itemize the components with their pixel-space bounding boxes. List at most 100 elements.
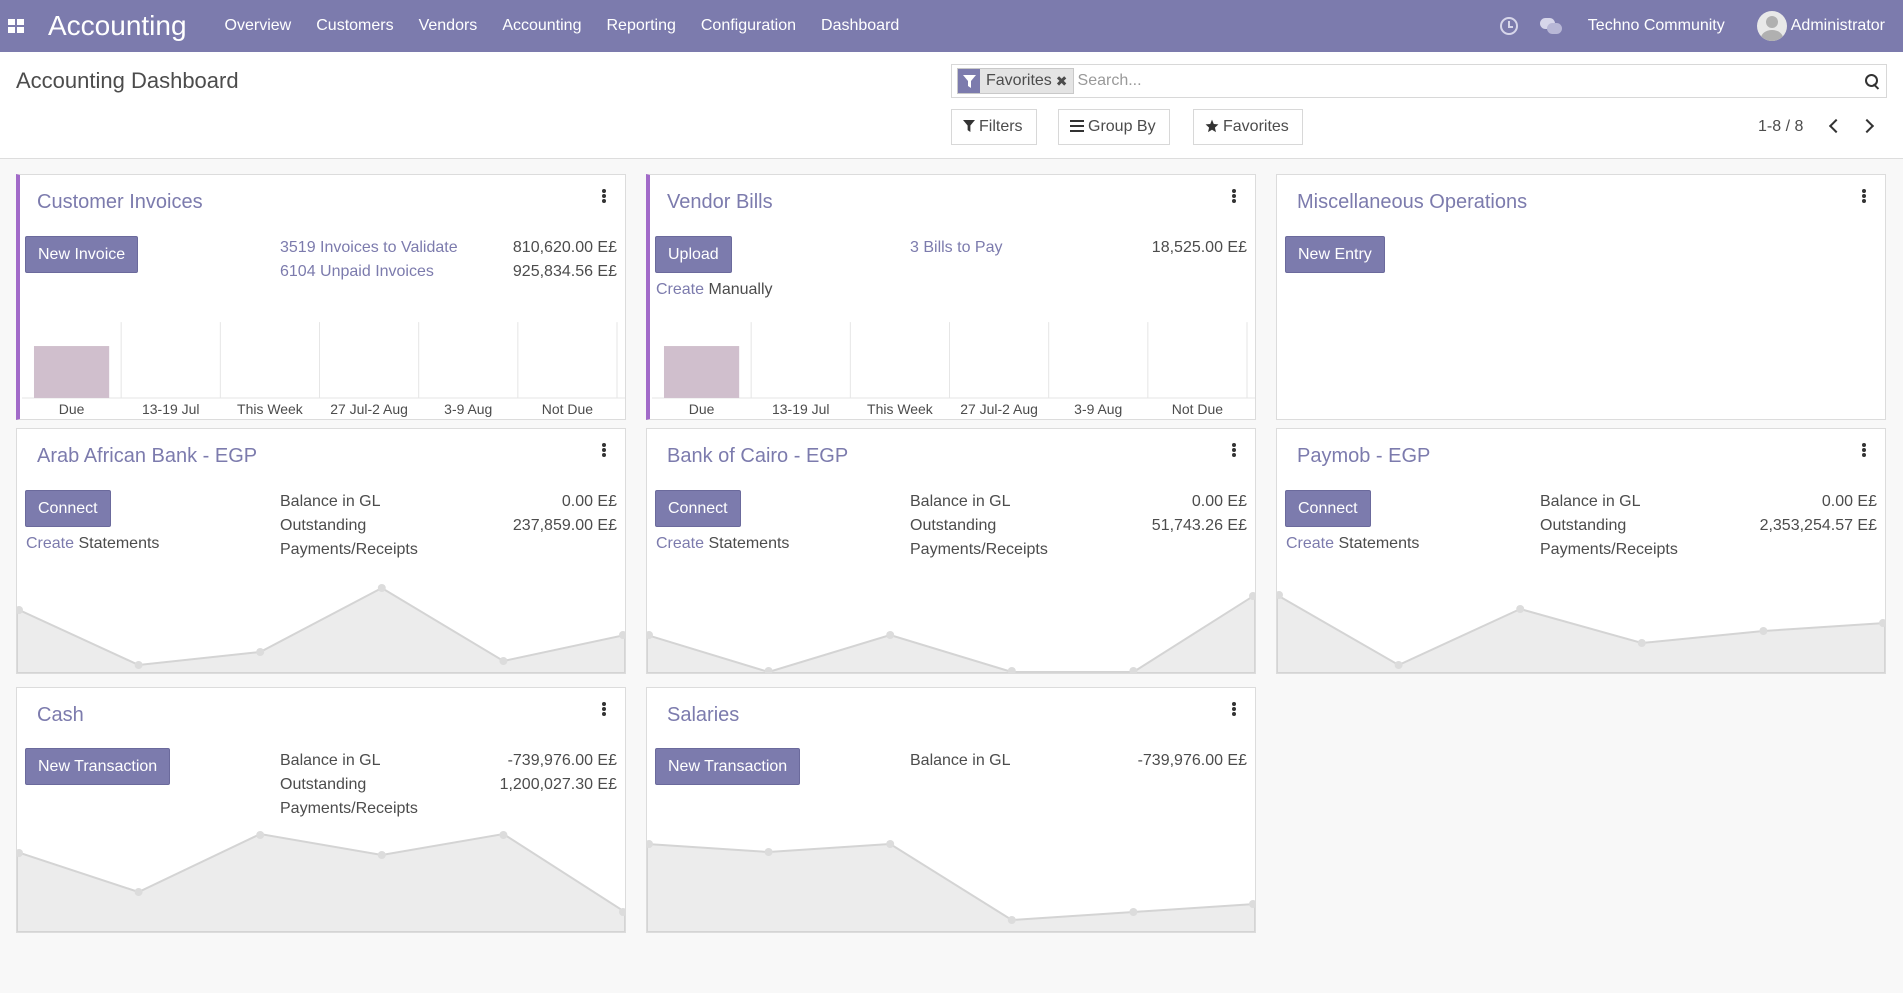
menu-item-customers[interactable]: Customers [316, 17, 394, 34]
create-link[interactable]: Create [656, 535, 705, 552]
chart-bar [33, 346, 110, 398]
balance-line-graph[interactable] [17, 573, 625, 673]
balance-value: 0.00 E£ [561, 493, 617, 510]
outstanding-value: 1,200,027.30 E£ [499, 776, 617, 793]
card-title[interactable]: Salaries [667, 704, 740, 726]
card-options-icon[interactable] [1232, 702, 1236, 716]
balance-label: Balance in GL [910, 493, 1011, 510]
misc-operations-card: Miscellaneous Operations New Entry [1276, 174, 1886, 420]
balance-line-graph[interactable] [647, 830, 1255, 932]
create-link[interactable]: Create [1286, 535, 1335, 552]
aged-invoices-bar-chart[interactable]: Due 13-19 Jul This Week 27 Jul-2 Aug 3-9 Aug… [20, 322, 625, 420]
outstanding-value: 51,743.26 E£ [1151, 517, 1247, 534]
menu-item-vendors[interactable]: Vendors [418, 17, 478, 34]
paymob-card: Paymob - EGP Connect Create Statements B… [1276, 428, 1886, 674]
card-options-icon[interactable] [1862, 189, 1866, 203]
statements-text: Statements [78, 535, 160, 552]
card-title[interactable]: Customer Invoices [37, 191, 203, 213]
favorites-button-label: Favorites [1223, 118, 1289, 135]
user-menu[interactable]: Administrator [1790, 17, 1885, 34]
new-transaction-button[interactable]: New Transaction [655, 748, 801, 785]
chat-icon[interactable] [1539, 18, 1562, 34]
card-options-icon[interactable] [1232, 443, 1236, 457]
card-title[interactable]: Miscellaneous Operations [1297, 191, 1528, 213]
new-invoice-button[interactable]: New Invoice [25, 236, 139, 273]
card-options-icon[interactable] [602, 189, 606, 203]
group-by-button[interactable]: Group By [1058, 109, 1170, 145]
bank-of-cairo-card: Bank of Cairo - EGP Connect Create State… [646, 428, 1256, 674]
card-title[interactable]: Bank of Cairo - EGP [667, 445, 849, 467]
outstanding-value: 237,859.00 E£ [512, 517, 617, 534]
balance-line-graph[interactable] [1277, 573, 1885, 673]
outstanding-label: Outstanding [280, 776, 367, 793]
list-bars-icon [1070, 119, 1084, 135]
pager-next-icon[interactable] [1860, 116, 1876, 136]
connect-button[interactable]: Connect [1285, 490, 1371, 527]
filters-button[interactable]: Filters [951, 109, 1037, 145]
card-options-icon[interactable] [602, 443, 606, 457]
menu-item-overview[interactable]: Overview [224, 17, 292, 34]
connect-button[interactable]: Connect [25, 490, 111, 527]
pager-value[interactable]: 1-8 / 8 [1758, 118, 1804, 135]
pager-previous-icon[interactable] [1826, 116, 1842, 136]
balance-line-graph[interactable] [647, 573, 1255, 673]
cash-card: Cash New Transaction Balance in GL -739,… [16, 687, 626, 933]
card-options-icon[interactable] [1232, 189, 1236, 203]
search-input[interactable] [1073, 66, 1858, 96]
upload-button[interactable]: Upload [655, 236, 732, 273]
bills-to-pay-link[interactable]: 3 Bills to Pay [910, 239, 1003, 256]
user-avatar[interactable] [1756, 11, 1787, 41]
salaries-card: Salaries New Transaction Balance in GL -… [646, 687, 1256, 933]
search-icon[interactable] [1858, 67, 1886, 95]
app-title[interactable]: Accounting [48, 10, 187, 41]
unpaid-invoices-link[interactable]: 6104 Unpaid Invoices [280, 263, 434, 280]
chart-tick-label: 3-9 Aug [444, 401, 492, 417]
filters-button-label: Filters [979, 118, 1023, 135]
aged-bills-bar-chart[interactable]: Due 13-19 Jul This Week 27 Jul-2 Aug 3-9 Aug… [650, 322, 1255, 420]
chart-tick-label: 13-19 Jul [772, 401, 829, 417]
card-title[interactable]: Vendor Bills [667, 191, 773, 213]
card-options-icon[interactable] [602, 702, 606, 716]
group-by-button-label: Group By [1088, 118, 1156, 135]
balance-value: 0.00 E£ [1191, 493, 1247, 510]
chart-tick-label: 3-9 Aug [1074, 401, 1122, 417]
create-manually-text: Manually [708, 281, 773, 298]
create-link[interactable]: Create [26, 535, 75, 552]
control-panel: Accounting Dashboard Favorites ✖ Filters… [0, 52, 1903, 159]
create-statements-line: Create Statements [1286, 535, 1419, 553]
outstanding-label: Outstanding [910, 517, 997, 534]
balance-label: Balance in GL [280, 493, 381, 510]
activity-clock-icon[interactable] [1499, 17, 1518, 35]
payments-receipts-label: Payments/Receipts [910, 541, 1048, 558]
create-link[interactable]: Create [656, 281, 705, 298]
card-title[interactable]: Cash [37, 704, 84, 726]
connect-button[interactable]: Connect [655, 490, 741, 527]
outstanding-label: Outstanding [280, 517, 367, 534]
apps-menu-icon[interactable] [8, 19, 25, 33]
new-entry-button[interactable]: New Entry [1285, 236, 1385, 273]
bills-to-pay-amount: 18,525.00 E£ [1151, 239, 1247, 256]
card-options-icon[interactable] [1862, 443, 1866, 457]
create-manually-line: Create Manually [656, 281, 773, 299]
card-title[interactable]: Arab African Bank - EGP [37, 445, 258, 467]
chart-tick-label: This Week [867, 401, 933, 417]
chart-tick-label: 27 Jul-2 Aug [330, 401, 408, 417]
filter-funnel-icon [958, 69, 980, 93]
payments-receipts-label: Payments/Receipts [280, 541, 418, 558]
balance-value: 0.00 E£ [1821, 493, 1877, 510]
company-switcher[interactable]: Techno Community [1587, 17, 1725, 34]
new-transaction-button[interactable]: New Transaction [25, 748, 171, 785]
balance-line-graph[interactable] [17, 830, 625, 932]
menu-item-accounting[interactable]: Accounting [502, 17, 582, 34]
card-title[interactable]: Paymob - EGP [1297, 445, 1431, 467]
menu-item-configuration[interactable]: Configuration [700, 17, 797, 34]
invoices-to-validate-link[interactable]: 3519 Invoices to Validate [280, 239, 458, 256]
menu-item-dashboard[interactable]: Dashboard [821, 17, 900, 34]
star-icon [1205, 119, 1219, 136]
favorites-button[interactable]: Favorites [1193, 109, 1303, 145]
facet-remove-icon[interactable]: ✖ [1055, 72, 1068, 89]
menu-item-reporting[interactable]: Reporting [606, 17, 676, 34]
invoices-to-validate-amount: 810,620.00 E£ [512, 239, 617, 256]
balance-label: Balance in GL [280, 752, 381, 769]
chart-tick-label: 13-19 Jul [142, 401, 199, 417]
